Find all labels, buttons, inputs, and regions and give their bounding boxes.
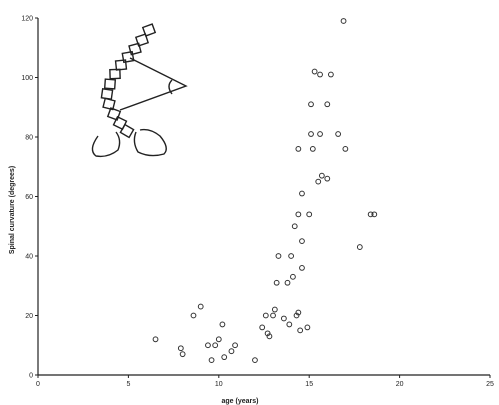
- x-tick-label: 5: [126, 381, 130, 388]
- x-tick-label: 20: [396, 381, 404, 388]
- data-point: [308, 131, 314, 137]
- angle-arc: [168, 79, 173, 95]
- vertebra: [134, 33, 150, 47]
- data-point: [309, 146, 316, 152]
- y-tick-label: 40: [25, 254, 33, 261]
- data-point: [286, 321, 293, 328]
- data-point: [208, 357, 215, 364]
- data-point: [266, 333, 273, 340]
- vertebra: [141, 23, 157, 37]
- x-tick-label: 10: [215, 381, 223, 388]
- data-point: [259, 324, 266, 331]
- data-point: [219, 321, 226, 328]
- data-point: [318, 172, 325, 179]
- vertebra: [121, 50, 135, 64]
- data-point: [293, 312, 300, 319]
- data-point: [340, 18, 347, 24]
- data-point: [295, 146, 302, 152]
- data-point: [205, 342, 211, 349]
- data-point: [291, 223, 298, 230]
- data-point: [264, 330, 271, 337]
- data-point: [179, 351, 186, 358]
- vertebra: [102, 97, 116, 111]
- angle-lines: [119, 57, 188, 111]
- data-point: [317, 131, 323, 137]
- data-point: [342, 146, 349, 152]
- data-point: [252, 357, 258, 364]
- data-point: [232, 342, 238, 349]
- x-axis-label: age (years): [222, 398, 259, 405]
- y-axis-label: Spinal curvature (degrees): [9, 166, 16, 254]
- data-point: [288, 253, 295, 259]
- data-point: [197, 303, 204, 310]
- y-tick-label: 60: [25, 194, 33, 201]
- data-point: [290, 273, 296, 280]
- y-tick-label: 80: [25, 135, 33, 142]
- vertebra: [109, 68, 121, 80]
- data-point: [221, 354, 228, 361]
- data-point: [190, 312, 197, 319]
- vertebra: [114, 59, 128, 71]
- data-point: [311, 68, 318, 75]
- data-point: [212, 342, 219, 349]
- data-point: [271, 306, 278, 313]
- data-point: [275, 253, 282, 259]
- data-point: [177, 345, 184, 352]
- data-point: [284, 279, 291, 286]
- y-tick-label: 120: [21, 16, 33, 23]
- vertebra: [100, 88, 114, 100]
- spine-cobb-angle-icon: [91, 23, 188, 158]
- y-tick-label: 20: [25, 313, 33, 320]
- data-point: [299, 265, 305, 271]
- data-point: [297, 327, 304, 334]
- data-point: [335, 131, 342, 137]
- data-point: [295, 211, 302, 218]
- data-point: [367, 211, 374, 218]
- data-point: [270, 312, 276, 319]
- data-point: [304, 324, 311, 331]
- data-point: [324, 101, 331, 108]
- ticks: 0 5 10 15 20 25 0 20 40 60 80 100 120: [21, 16, 494, 389]
- data-point: [215, 336, 222, 343]
- data-point: [228, 348, 235, 355]
- data-point: [262, 312, 269, 319]
- x-tick-label: 15: [305, 381, 313, 388]
- vertebra: [119, 123, 135, 139]
- y-tick-label: 0: [29, 373, 33, 380]
- y-tick-label: 100: [21, 75, 33, 82]
- pelvis-right: [133, 128, 167, 157]
- vertebra: [128, 42, 142, 56]
- data-point: [356, 244, 363, 250]
- data-point: [152, 336, 159, 343]
- data-point: [306, 211, 313, 218]
- data-point: [317, 71, 323, 78]
- x-tick-label: 0: [36, 381, 40, 388]
- x-tick-label: 25: [486, 381, 494, 388]
- data-point: [280, 315, 287, 322]
- axes: [37, 18, 490, 376]
- vertebra: [106, 107, 122, 121]
- data-point: [315, 178, 322, 185]
- pelvis-left: [91, 131, 121, 158]
- data-points: [152, 18, 378, 364]
- data-point: [299, 238, 305, 245]
- data-point: [324, 175, 331, 182]
- data-point: [299, 190, 305, 197]
- data-point: [273, 279, 280, 286]
- data-point: [295, 309, 302, 316]
- data-point: [327, 71, 334, 78]
- data-point: [308, 101, 314, 108]
- data-point: [371, 211, 378, 218]
- vertebra: [103, 78, 117, 90]
